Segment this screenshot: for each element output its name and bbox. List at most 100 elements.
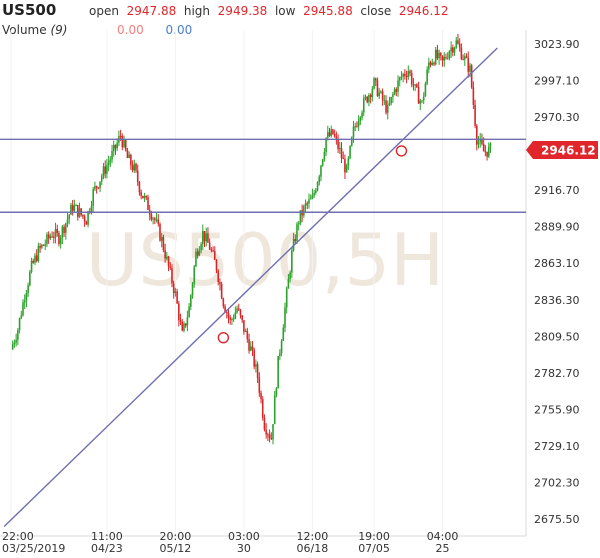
candle-body (385, 100, 387, 113)
candle-body (275, 388, 278, 396)
candle-body (474, 104, 476, 126)
candle-body (369, 95, 372, 97)
candle-body (337, 138, 339, 150)
candle-body (489, 143, 492, 147)
candle-body (32, 260, 35, 263)
ohlc-readout: open 2947.88 high 2949.38 low 2945.88 cl… (89, 4, 449, 18)
candle-body (395, 89, 398, 92)
candle-body (407, 71, 410, 77)
y-tick-label: 2836.30 (534, 294, 580, 307)
candle-body (320, 165, 322, 177)
candle-body (373, 78, 375, 89)
candle-body (433, 62, 435, 65)
candle-body (166, 256, 168, 259)
candle-body (368, 95, 370, 103)
candle-body (441, 55, 444, 61)
candle-body (347, 157, 350, 166)
y-tick-label: 2702.30 (534, 476, 580, 489)
y-tick-label: 2809.50 (534, 330, 580, 343)
candle-body (386, 104, 389, 113)
candle-body (333, 134, 336, 137)
candle-body (335, 136, 338, 139)
candle-body (393, 89, 396, 95)
x-tick-date: 06/18 (297, 542, 329, 555)
candle-body (22, 302, 24, 316)
candle-body (95, 186, 98, 188)
candle-body (154, 218, 156, 220)
candle-body (345, 165, 348, 173)
candle-body (145, 195, 148, 198)
candle-body (200, 244, 202, 251)
candle-body (294, 238, 297, 242)
candle-body (210, 249, 213, 251)
candle-body (477, 141, 480, 145)
candle-body (436, 49, 439, 59)
candle-body (253, 349, 255, 367)
candle-body (205, 233, 208, 242)
candle-body (313, 192, 315, 196)
candle-body (56, 229, 59, 234)
candle-body (315, 190, 317, 193)
candle-body (85, 221, 88, 225)
x-tick-time: 03:00 (228, 530, 260, 543)
candle-body (174, 291, 177, 294)
y-axis: 3023.902997.102970.302943.502916.702889.… (534, 38, 580, 526)
candle-body (123, 140, 125, 148)
candle-body (371, 88, 374, 97)
candle-body (34, 255, 36, 263)
candle-body (279, 352, 281, 357)
candle-body (212, 250, 214, 252)
candle-body (349, 145, 351, 158)
candle-body (359, 117, 362, 121)
candle-body (130, 154, 132, 166)
candle-body (171, 267, 173, 284)
candle-body (481, 138, 483, 144)
y-tick-label: 2863.10 (534, 257, 580, 270)
candle-body (213, 251, 216, 260)
candle-body (424, 83, 427, 97)
candle-body (65, 223, 67, 233)
candle-body (467, 57, 470, 72)
candle-body (251, 346, 254, 350)
candle-body (446, 58, 449, 60)
candle-body (219, 282, 221, 285)
candle-body (142, 195, 144, 199)
x-tick-date: 03/25/2019 (2, 542, 65, 555)
candle-body (258, 377, 261, 393)
candle-body (42, 244, 45, 246)
candle-body (260, 392, 262, 400)
candle-body (119, 135, 122, 137)
candle-body (102, 166, 105, 177)
candle-body (308, 199, 310, 204)
x-tick-time: 20:00 (160, 530, 192, 543)
candle-body (479, 138, 482, 142)
candle-body (195, 251, 197, 267)
candle-body (109, 159, 112, 163)
candle-body (100, 176, 103, 182)
x-tick-date: 04/23 (91, 542, 123, 555)
candle-body (297, 223, 300, 225)
candle-body (71, 204, 74, 211)
candle-body (306, 203, 309, 205)
candle-body (311, 195, 314, 199)
candle-body (267, 434, 269, 436)
high-label: high (183, 4, 211, 18)
candle-body (309, 198, 312, 200)
candle-body (133, 163, 136, 171)
candle-body (421, 100, 423, 102)
candle-body (325, 137, 327, 152)
candle-body (277, 356, 279, 389)
candle-body (249, 346, 252, 351)
candle-body (265, 429, 267, 435)
candle-body (299, 210, 302, 224)
close-label: close (360, 4, 392, 18)
candle-body (455, 40, 458, 48)
candle-body (196, 251, 199, 256)
close-value: 2946.12 (398, 4, 449, 18)
candle-body (17, 330, 19, 340)
candle-body (292, 238, 295, 251)
candle-body (469, 65, 471, 72)
drawing-layer (0, 47, 526, 528)
candle-body (328, 132, 331, 136)
